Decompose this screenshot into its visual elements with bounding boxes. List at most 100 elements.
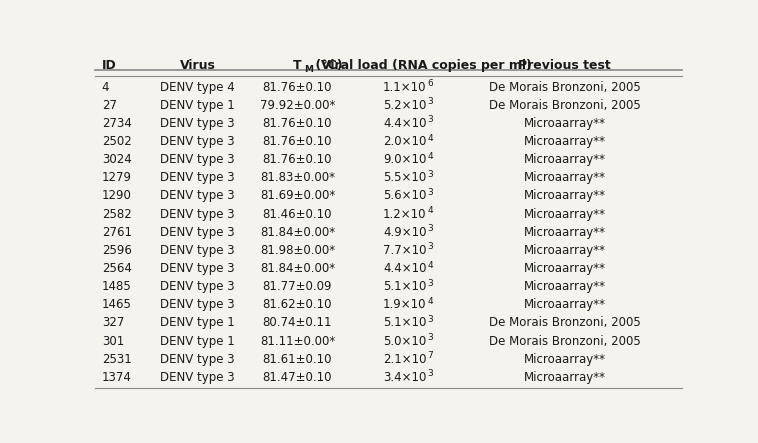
Text: 4.4×10: 4.4×10 <box>383 262 427 275</box>
Text: ID: ID <box>102 59 117 72</box>
Text: DENV type 3: DENV type 3 <box>160 298 235 311</box>
Text: 81.61±0.10: 81.61±0.10 <box>263 353 332 366</box>
Text: Microaarray**: Microaarray** <box>524 298 606 311</box>
Text: 7.7×10: 7.7×10 <box>383 244 427 257</box>
Text: Microaarray**: Microaarray** <box>524 262 606 275</box>
Text: 3: 3 <box>428 97 433 106</box>
Text: T: T <box>293 59 302 72</box>
Text: 5.1×10: 5.1×10 <box>384 316 427 330</box>
Text: 81.98±0.00*: 81.98±0.00* <box>260 244 335 257</box>
Text: DENV type 3: DENV type 3 <box>160 353 235 366</box>
Text: 1279: 1279 <box>102 171 132 184</box>
Text: 5.5×10: 5.5×10 <box>384 171 427 184</box>
Text: 4.9×10: 4.9×10 <box>383 226 427 239</box>
Text: 3: 3 <box>428 279 433 288</box>
Text: De Morais Bronzoni, 2005: De Morais Bronzoni, 2005 <box>489 81 641 93</box>
Text: 81.84±0.00*: 81.84±0.00* <box>260 262 335 275</box>
Text: 3: 3 <box>428 116 433 124</box>
Text: DENV type 3: DENV type 3 <box>160 153 235 166</box>
Text: 4: 4 <box>102 81 109 93</box>
Text: 301: 301 <box>102 334 124 348</box>
Text: 81.46±0.10: 81.46±0.10 <box>263 208 332 221</box>
Text: 3: 3 <box>428 242 433 252</box>
Text: Microaarray**: Microaarray** <box>524 371 606 384</box>
Text: De Morais Bronzoni, 2005: De Morais Bronzoni, 2005 <box>489 334 641 348</box>
Text: 1485: 1485 <box>102 280 132 293</box>
Text: 81.83±0.00*: 81.83±0.00* <box>260 171 335 184</box>
Text: 327: 327 <box>102 316 124 330</box>
Text: 1.2×10: 1.2×10 <box>383 208 427 221</box>
Text: 1374: 1374 <box>102 371 132 384</box>
Text: 3: 3 <box>428 369 433 378</box>
Text: 1465: 1465 <box>102 298 132 311</box>
Text: De Morais Bronzoni, 2005: De Morais Bronzoni, 2005 <box>489 99 641 112</box>
Text: 2502: 2502 <box>102 135 132 148</box>
Text: 6: 6 <box>428 79 433 88</box>
Text: DENV type 3: DENV type 3 <box>160 371 235 384</box>
Text: 81.76±0.10: 81.76±0.10 <box>263 81 332 93</box>
Text: 5.0×10: 5.0×10 <box>384 334 427 348</box>
Text: 2564: 2564 <box>102 262 132 275</box>
Text: 81.77±0.09: 81.77±0.09 <box>263 280 332 293</box>
Text: 81.76±0.10: 81.76±0.10 <box>263 117 332 130</box>
Text: Microaarray**: Microaarray** <box>524 153 606 166</box>
Text: DENV type 3: DENV type 3 <box>160 208 235 221</box>
Text: DENV type 3: DENV type 3 <box>160 244 235 257</box>
Text: 4: 4 <box>428 260 433 270</box>
Text: 3024: 3024 <box>102 153 132 166</box>
Text: M: M <box>305 65 314 74</box>
Text: 81.62±0.10: 81.62±0.10 <box>263 298 332 311</box>
Text: 4: 4 <box>428 297 433 306</box>
Text: 81.11±0.00*: 81.11±0.00* <box>260 334 335 348</box>
Text: DENV type 3: DENV type 3 <box>160 117 235 130</box>
Text: 2761: 2761 <box>102 226 132 239</box>
Text: DENV type 3: DENV type 3 <box>160 171 235 184</box>
Text: 1290: 1290 <box>102 190 132 202</box>
Text: 7: 7 <box>428 351 433 360</box>
Text: DENV type 3: DENV type 3 <box>160 262 235 275</box>
Text: 81.76±0.10: 81.76±0.10 <box>263 153 332 166</box>
Text: DENV type 1: DENV type 1 <box>160 334 235 348</box>
Text: 5.2×10: 5.2×10 <box>384 99 427 112</box>
Text: Virus: Virus <box>180 59 215 72</box>
Text: 79.92±0.00*: 79.92±0.00* <box>260 99 335 112</box>
Text: 2531: 2531 <box>102 353 132 366</box>
Text: 81.47±0.10: 81.47±0.10 <box>263 371 332 384</box>
Text: DENV type 1: DENV type 1 <box>160 99 235 112</box>
Text: 27: 27 <box>102 99 117 112</box>
Text: 80.74±0.11: 80.74±0.11 <box>263 316 332 330</box>
Text: Microaarray**: Microaarray** <box>524 244 606 257</box>
Text: 3: 3 <box>428 170 433 179</box>
Text: DENV type 3: DENV type 3 <box>160 226 235 239</box>
Text: DENV type 3: DENV type 3 <box>160 280 235 293</box>
Text: DENV type 4: DENV type 4 <box>160 81 235 93</box>
Text: De Morais Bronzoni, 2005: De Morais Bronzoni, 2005 <box>489 316 641 330</box>
Text: DENV type 3: DENV type 3 <box>160 135 235 148</box>
Text: 3: 3 <box>428 224 433 233</box>
Text: DENV type 3: DENV type 3 <box>160 190 235 202</box>
Text: 9.0×10: 9.0×10 <box>384 153 427 166</box>
Text: Microaarray**: Microaarray** <box>524 353 606 366</box>
Text: Microaarray**: Microaarray** <box>524 208 606 221</box>
Text: DENV type 1: DENV type 1 <box>160 316 235 330</box>
Text: 81.69±0.00*: 81.69±0.00* <box>260 190 335 202</box>
Text: Microaarray**: Microaarray** <box>524 226 606 239</box>
Text: 2.0×10: 2.0×10 <box>384 135 427 148</box>
Text: 2.1×10: 2.1×10 <box>383 353 427 366</box>
Text: 4: 4 <box>428 134 433 143</box>
Text: Microaarray**: Microaarray** <box>524 171 606 184</box>
Text: 3: 3 <box>428 315 433 324</box>
Text: 3: 3 <box>428 188 433 197</box>
Text: 5.1×10: 5.1×10 <box>384 280 427 293</box>
Text: 4.4×10: 4.4×10 <box>383 117 427 130</box>
Text: Microaarray**: Microaarray** <box>524 190 606 202</box>
Text: 3: 3 <box>428 333 433 342</box>
Text: 3.4×10: 3.4×10 <box>384 371 427 384</box>
Text: Microaarray**: Microaarray** <box>524 135 606 148</box>
Text: 4: 4 <box>428 152 433 161</box>
Text: Viral load (RNA copies per ml): Viral load (RNA copies per ml) <box>321 59 532 72</box>
Text: (°C): (°C) <box>311 59 343 72</box>
Text: Microaarray**: Microaarray** <box>524 117 606 130</box>
Text: 2734: 2734 <box>102 117 132 130</box>
Text: 81.84±0.00*: 81.84±0.00* <box>260 226 335 239</box>
